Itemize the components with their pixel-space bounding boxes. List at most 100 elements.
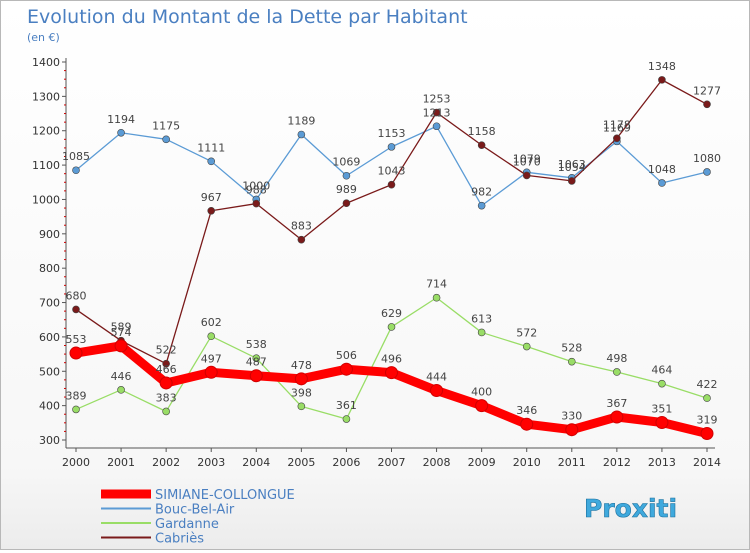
data-point: [342, 199, 351, 208]
series-lines: [69, 76, 714, 440]
data-label: 1277: [693, 84, 721, 97]
data-point: [432, 108, 441, 117]
x-tick-label: 2002: [152, 456, 180, 469]
x-tick-label: 2012: [603, 456, 631, 469]
data-label: 574: [111, 326, 132, 339]
x-tick-label: 2008: [423, 456, 451, 469]
data-label: 1070: [513, 155, 541, 168]
data-label: 464: [651, 364, 672, 377]
data-label: 680: [66, 289, 87, 302]
data-point: [117, 128, 125, 137]
data-label: 602: [201, 316, 222, 329]
axes: 300 400 500 600 700 800 900 1000 1100 1200 1300 140…: [32, 56, 721, 469]
data-label: 522: [156, 344, 177, 357]
data-point: [204, 365, 218, 379]
data-point: [297, 235, 306, 244]
x-tick-label: 2010: [513, 456, 541, 469]
data-point: [613, 134, 621, 143]
y-tick-label: 800: [39, 262, 60, 275]
legend-label: SIMIANE-COLLONGUE: [155, 488, 295, 503]
data-point: [252, 199, 261, 208]
data-point: [658, 179, 666, 187]
data-point: [387, 180, 396, 189]
data-point: [207, 157, 216, 166]
legend-label: Bouc-Bel-Air: [155, 503, 235, 518]
x-tick-label: 2014: [693, 456, 721, 469]
x-tick-label: 2006: [332, 456, 360, 469]
data-label: 400: [471, 386, 492, 399]
data-label: 351: [651, 402, 672, 415]
data-label: 1069: [332, 156, 360, 169]
data-point: [658, 76, 666, 84]
data-label: 330: [561, 410, 582, 423]
data-point: [432, 122, 441, 131]
legend: SIMIANE-COLLONGUEBouc-Bel-AirGardanneCab…: [101, 488, 295, 547]
data-point: [567, 177, 576, 185]
data-label: 1178: [603, 118, 631, 131]
data-label: 1079: [513, 152, 541, 165]
data-point: [117, 386, 125, 394]
y-tick-label: 1000: [32, 193, 60, 206]
data-label: 506: [336, 349, 357, 362]
data-point: [658, 379, 666, 388]
data-point: [477, 141, 486, 149]
data-point: [387, 323, 396, 331]
data-point: [430, 384, 444, 398]
data-label: 422: [697, 378, 718, 391]
data-label: 446: [111, 370, 132, 383]
data-label: 346: [516, 404, 537, 417]
data-point: [207, 332, 216, 341]
data-point: [385, 366, 398, 380]
data-label: 572: [516, 327, 537, 340]
data-label: 883: [291, 220, 312, 233]
data-point: [703, 168, 711, 176]
data-point: [294, 372, 308, 386]
data-point: [475, 399, 489, 413]
data-point: [700, 426, 714, 440]
data-point: [159, 376, 173, 390]
data-label: 714: [426, 278, 447, 291]
data-label: 1080: [693, 152, 721, 165]
data-label: 967: [201, 191, 222, 204]
data-label: 367: [606, 397, 627, 410]
data-point: [703, 394, 711, 402]
data-label: 1111: [197, 141, 225, 154]
data-point: [162, 359, 170, 368]
data-label: 1158: [468, 125, 496, 138]
data-label: 487: [246, 356, 267, 369]
data-point: [477, 328, 486, 337]
data-point: [72, 405, 80, 414]
y-tick-label: 600: [39, 331, 60, 344]
y-tick-label: 700: [39, 297, 60, 310]
data-label: 1063: [558, 158, 586, 171]
data-point: [522, 171, 531, 180]
data-label: 1169: [603, 121, 631, 134]
data-point: [114, 339, 128, 353]
data-label: 398: [291, 386, 312, 399]
data-label: 389: [66, 389, 87, 402]
x-tick-label: 2009: [468, 456, 496, 469]
data-label: 538: [246, 338, 267, 351]
data-label: 1043: [378, 165, 406, 178]
x-tick-label: 2001: [107, 456, 135, 469]
data-label: 613: [471, 312, 492, 325]
data-labels: 553 574 466 497 487 478 506 496 444 400 346 330 367 3…: [62, 60, 721, 427]
y-tick-label: 400: [39, 400, 60, 413]
data-label: 1348: [648, 60, 676, 73]
data-label: 478: [291, 359, 312, 372]
data-label: 1153: [378, 127, 406, 140]
data-point: [655, 415, 669, 429]
data-point: [703, 100, 711, 109]
y-tick-label: 1100: [32, 159, 60, 172]
y-tick-label: 500: [39, 365, 60, 378]
data-label: 498: [606, 352, 627, 365]
data-label: 1175: [152, 119, 180, 132]
data-point: [162, 135, 170, 144]
data-label: 319: [697, 413, 718, 426]
data-label: 989: [336, 183, 357, 196]
watermark-text: Proxiti: [584, 494, 677, 523]
chart-title: Evolution du Montant de la Dette par Hab…: [27, 6, 468, 28]
y-tick-label: 1300: [32, 90, 60, 103]
